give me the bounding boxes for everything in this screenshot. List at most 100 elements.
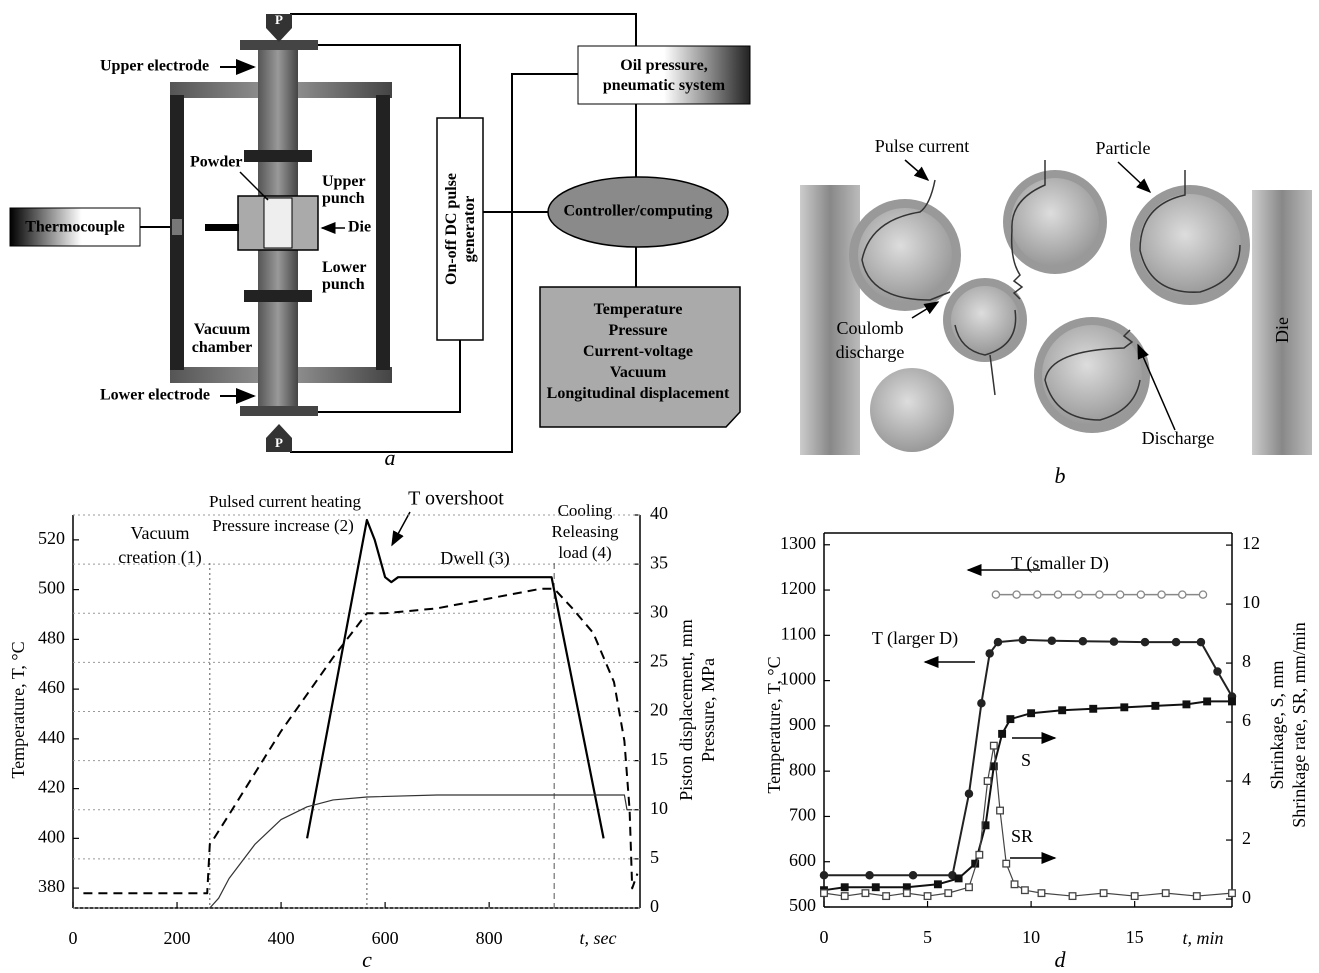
y-tick-label: 900 bbox=[789, 714, 816, 734]
y-tick-label: 460 bbox=[38, 677, 65, 697]
marker bbox=[1059, 707, 1066, 714]
y2-tick-label: 6 bbox=[1242, 710, 1251, 730]
marker bbox=[872, 884, 879, 891]
label-line: punch bbox=[322, 190, 365, 207]
marker bbox=[1110, 638, 1117, 645]
marker bbox=[935, 881, 942, 888]
marker bbox=[999, 731, 1006, 738]
label-line: pneumatic system bbox=[603, 77, 726, 94]
marker bbox=[997, 807, 1004, 814]
marker bbox=[1199, 591, 1206, 598]
marker bbox=[820, 872, 827, 879]
marker bbox=[1069, 893, 1076, 900]
annotation: Pulsed current heatingPressure increase … bbox=[209, 492, 362, 535]
powder bbox=[264, 198, 292, 248]
y2-tick-label: 10 bbox=[650, 798, 668, 818]
marker bbox=[866, 872, 873, 879]
y-tick-label: 520 bbox=[38, 528, 65, 548]
marker bbox=[1038, 890, 1045, 897]
y2-tick-label: 10 bbox=[1242, 592, 1260, 612]
marker bbox=[1229, 698, 1236, 705]
thermo-tip bbox=[172, 219, 182, 235]
marker bbox=[1079, 638, 1086, 645]
marker bbox=[821, 890, 828, 897]
annotation: T (larger D) bbox=[872, 628, 958, 649]
y2-tick-label: 2 bbox=[1242, 828, 1251, 848]
annotation-line: creation (1) bbox=[118, 547, 201, 568]
annotation-line: Pulsed current heating bbox=[209, 492, 362, 511]
marker bbox=[1121, 704, 1128, 711]
label-line: Oil pressure, bbox=[620, 57, 707, 74]
y2-tick-label: 40 bbox=[650, 503, 668, 523]
label-line: Pressure bbox=[609, 322, 668, 339]
page: { "diagram_a": { "caption": "a", "pressu… bbox=[0, 0, 1319, 973]
marker bbox=[1158, 591, 1165, 598]
marker bbox=[976, 851, 983, 858]
y-tick-label: 500 bbox=[789, 895, 816, 915]
marker bbox=[1090, 705, 1097, 712]
marker bbox=[1141, 639, 1148, 646]
marker bbox=[991, 742, 998, 749]
chart-d-texts: T (smaller D) T (larger D) S SR Temperat… bbox=[764, 553, 1309, 972]
y2-tick-label: 12 bbox=[1242, 533, 1260, 553]
x-tick-label: 0 bbox=[69, 928, 78, 948]
marker bbox=[841, 893, 848, 900]
particle bbox=[1011, 178, 1099, 266]
chart-c-texts: Vacuumcreation (1) Pulsed current heatin… bbox=[8, 488, 718, 972]
y-tick-label: 700 bbox=[789, 805, 816, 825]
punch bbox=[244, 150, 312, 162]
particle bbox=[858, 208, 952, 302]
y-tick-label: 1300 bbox=[780, 533, 816, 553]
marker bbox=[1152, 703, 1159, 710]
x-axis-label: t, min bbox=[1182, 928, 1223, 948]
label-line: Vacuum bbox=[610, 364, 667, 381]
marker bbox=[986, 650, 993, 657]
marker bbox=[909, 872, 916, 879]
y-tick-label: 600 bbox=[789, 850, 816, 870]
y-tick-label: 440 bbox=[38, 727, 65, 747]
marker bbox=[992, 591, 999, 598]
marker bbox=[1028, 710, 1035, 717]
marker bbox=[1197, 639, 1204, 646]
y2-tick-label: 20 bbox=[650, 700, 668, 720]
caption: b bbox=[1055, 463, 1066, 488]
label: P bbox=[275, 12, 283, 27]
y2-tick-label: 0 bbox=[1242, 887, 1251, 907]
marker bbox=[1022, 887, 1029, 894]
y2-tick-label: 4 bbox=[1242, 769, 1251, 789]
marker bbox=[1131, 893, 1138, 900]
y-tick-label: 1000 bbox=[780, 669, 816, 689]
marker bbox=[1229, 890, 1236, 897]
marker bbox=[978, 700, 985, 707]
series-line bbox=[824, 701, 1232, 890]
y2-tick-label: 30 bbox=[650, 601, 668, 621]
marker bbox=[924, 893, 931, 900]
pointer bbox=[392, 512, 410, 545]
y2-tick-label: 8 bbox=[1242, 651, 1251, 671]
marker bbox=[1011, 881, 1018, 888]
caption: a bbox=[385, 445, 396, 470]
marker bbox=[841, 884, 848, 891]
x-tick-label: 5 bbox=[923, 927, 932, 947]
y2-tick-label: 0 bbox=[650, 896, 659, 916]
y-tick-label: 380 bbox=[38, 876, 65, 896]
annotation: T (smaller D) bbox=[1011, 553, 1109, 574]
annotation: SR bbox=[1011, 826, 1033, 846]
label-line: punch bbox=[322, 276, 365, 293]
label-line: Current-voltage bbox=[583, 343, 693, 360]
y2-tick-label: 35 bbox=[650, 552, 668, 572]
annotation: S bbox=[1021, 750, 1031, 770]
marker bbox=[1096, 591, 1103, 598]
caption: d bbox=[1055, 947, 1067, 972]
marker bbox=[1019, 636, 1026, 643]
label: Controller/computing bbox=[563, 203, 712, 220]
x-tick-label: 10 bbox=[1022, 927, 1040, 947]
marker bbox=[1034, 591, 1041, 598]
x-tick-label: 600 bbox=[372, 928, 399, 948]
x-tick-label: 400 bbox=[268, 928, 295, 948]
label: Pulse current bbox=[875, 136, 969, 156]
marker bbox=[1137, 591, 1144, 598]
label-line: Longitudinal displacement bbox=[547, 385, 730, 402]
